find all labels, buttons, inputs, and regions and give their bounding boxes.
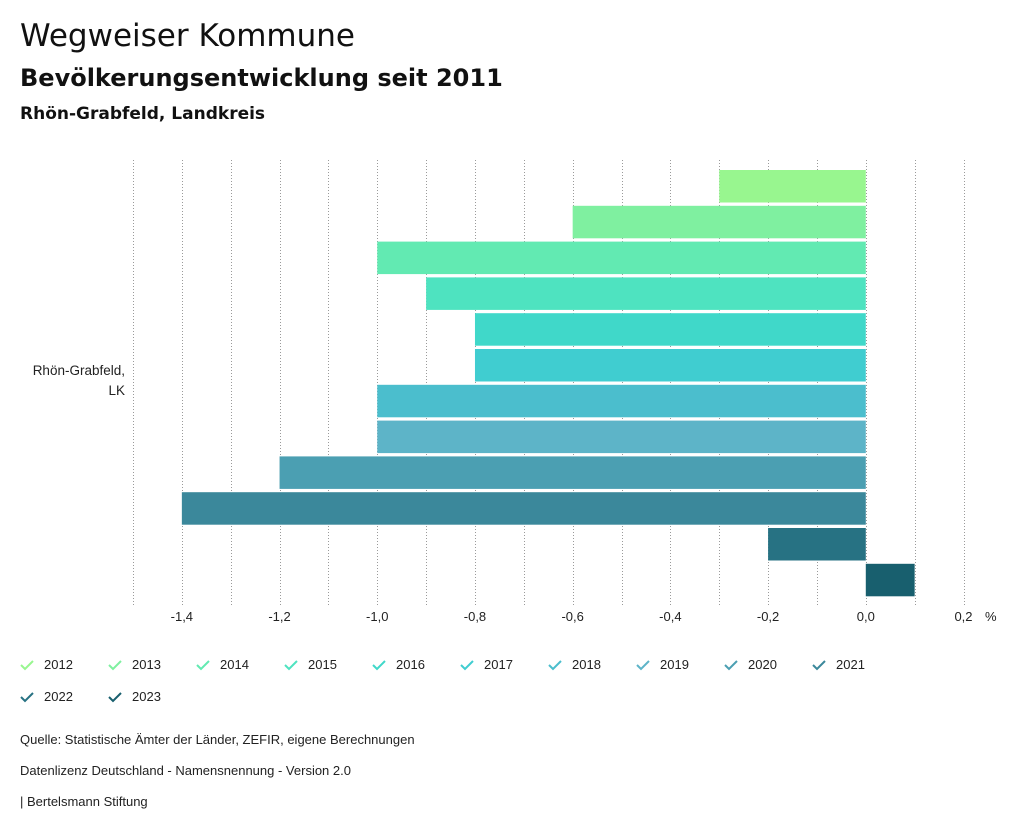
check-icon — [108, 691, 122, 702]
legend-item-2018[interactable]: 2018 — [548, 657, 601, 672]
legend-item-2014[interactable]: 2014 — [196, 657, 249, 672]
bar-chart: -1,4 -1,2 -1,0 -0,8 -0,6 -0,4 -0,2 0,0 0,2% — [133, 160, 997, 624]
legend-item-2012[interactable]: 2012 — [20, 657, 73, 672]
check-icon — [284, 659, 298, 670]
category-label-line-1: Rhön-Grabfeld, — [32, 363, 125, 378]
check-icon — [812, 659, 826, 670]
legend-item-2019[interactable]: 2019 — [636, 657, 689, 672]
legend-label: 2013 — [132, 657, 161, 672]
bar-2020 — [279, 456, 866, 489]
x-tick-label: 0,0 — [857, 609, 875, 624]
check-icon — [636, 659, 650, 670]
legend-label: 2019 — [660, 657, 689, 672]
license-note: Datenlizenz Deutschland - Namensnennung … — [20, 763, 351, 778]
legend-label: 2018 — [572, 657, 601, 672]
legend-item-2022[interactable]: 2022 — [20, 689, 73, 704]
legend-label: 2014 — [220, 657, 249, 672]
bar-2021 — [181, 492, 866, 525]
category-label-line-2: LK — [108, 383, 125, 398]
bar-2013 — [572, 205, 866, 239]
legend-item-2016[interactable]: 2016 — [372, 657, 425, 672]
source-note: Quelle: Statistische Ämter der Länder, Z… — [20, 732, 415, 747]
x-tick-label: -0,8 — [464, 609, 486, 624]
legend-item-2015[interactable]: 2015 — [284, 657, 337, 672]
bar-2022 — [768, 528, 866, 561]
check-icon — [724, 659, 738, 670]
legend-item-2020[interactable]: 2020 — [724, 657, 777, 672]
x-tick-label: -1,0 — [366, 609, 388, 624]
legend-item-2017[interactable]: 2017 — [460, 657, 513, 672]
legend-label: 2020 — [748, 657, 777, 672]
legend-label: 2021 — [836, 657, 865, 672]
check-icon — [108, 659, 122, 670]
bar-2017 — [474, 349, 866, 382]
x-unit-label: % — [985, 609, 997, 624]
check-icon — [20, 659, 34, 670]
legend-label: 2016 — [396, 657, 425, 672]
legend-item-2023[interactable]: 2023 — [108, 689, 161, 704]
check-icon — [372, 659, 386, 670]
chart-subtitle: Bevölkerungsentwicklung seit 2011 — [20, 64, 503, 92]
legend-label: 2012 — [44, 657, 73, 672]
legend-label: 2015 — [308, 657, 337, 672]
bar-2018 — [377, 384, 866, 418]
category-label: Rhön-Grabfeld, LK — [20, 361, 125, 401]
bar-2012 — [719, 170, 866, 203]
bar-2015 — [426, 277, 866, 310]
chart-title: Wegweiser Kommune — [20, 18, 355, 54]
legend-label: 2022 — [44, 689, 73, 704]
check-icon — [548, 659, 562, 670]
check-icon — [196, 659, 210, 670]
x-tick-label: -0,6 — [561, 609, 583, 624]
legend-label: 2023 — [132, 689, 161, 704]
bar-2023 — [865, 563, 915, 597]
x-tick-label: 0,2 — [954, 609, 972, 624]
legend-label: 2017 — [484, 657, 513, 672]
publisher-note: | Bertelsmann Stiftung — [20, 794, 148, 809]
x-tick-label: -1,4 — [171, 609, 193, 624]
bar-2019 — [377, 420, 866, 454]
x-tick-label: -1,2 — [268, 609, 290, 624]
legend-item-2021[interactable]: 2021 — [812, 657, 865, 672]
x-tick-label: -0,4 — [659, 609, 681, 624]
check-icon — [460, 659, 474, 670]
region-name: Rhön-Grabfeld, Landkreis — [20, 104, 266, 124]
bar-2014 — [377, 241, 866, 275]
x-tick-label: -0,2 — [757, 609, 779, 624]
legend-item-2013[interactable]: 2013 — [108, 657, 161, 672]
check-icon — [20, 691, 34, 702]
bar-2016 — [474, 313, 866, 346]
